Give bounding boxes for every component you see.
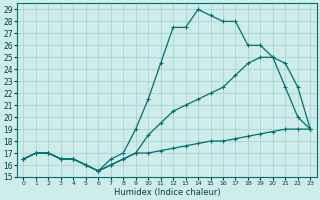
X-axis label: Humidex (Indice chaleur): Humidex (Indice chaleur): [114, 188, 220, 197]
